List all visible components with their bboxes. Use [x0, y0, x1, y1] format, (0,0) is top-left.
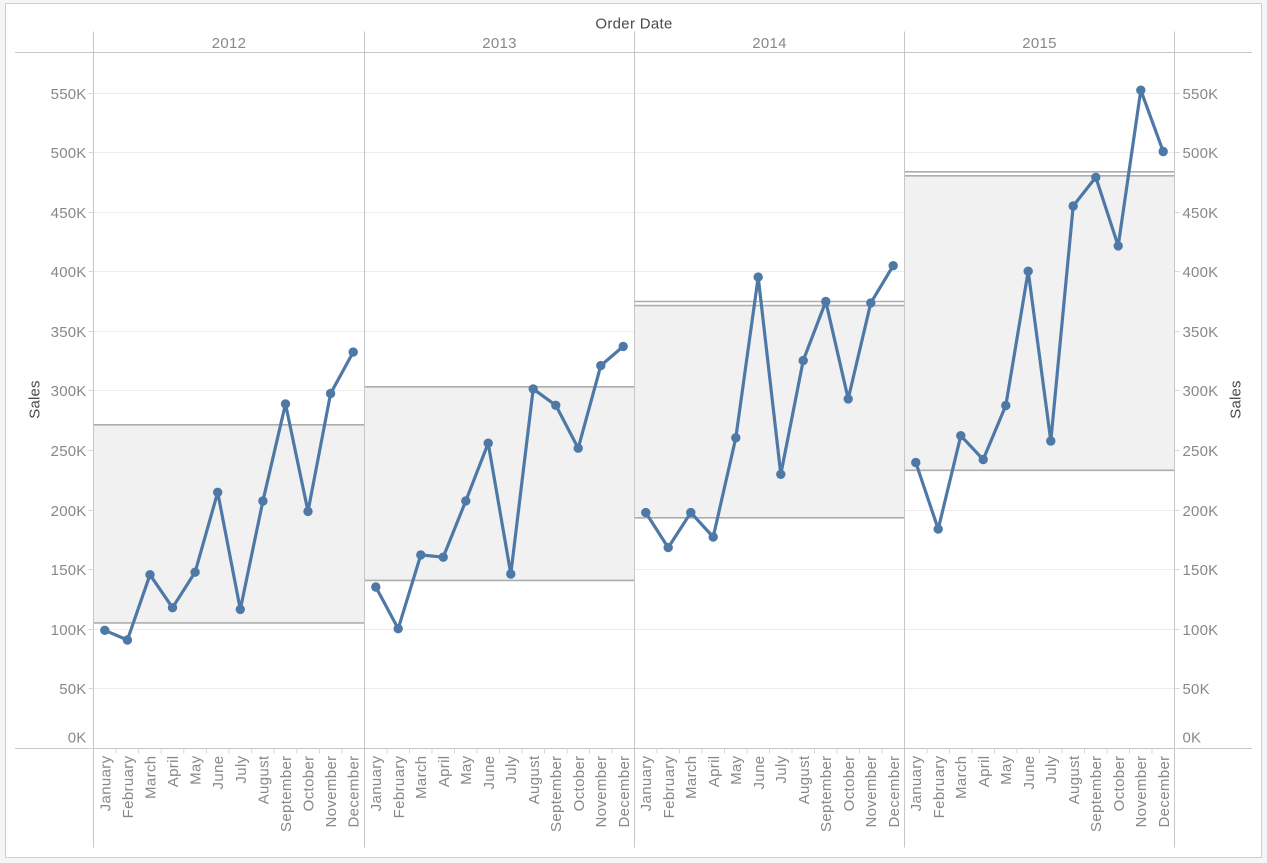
- svg-text:350K: 350K: [1183, 324, 1219, 341]
- svg-text:August: August: [255, 755, 272, 804]
- svg-text:September: September: [548, 756, 565, 833]
- svg-text:250K: 250K: [1183, 443, 1219, 460]
- svg-text:November: November: [863, 756, 880, 828]
- svg-text:August: August: [796, 755, 813, 804]
- svg-text:150K: 150K: [51, 562, 87, 579]
- svg-text:April: April: [165, 756, 182, 788]
- svg-text:100K: 100K: [1183, 622, 1219, 639]
- svg-text:500K: 500K: [1183, 145, 1219, 162]
- svg-text:October: October: [841, 756, 858, 812]
- svg-text:April: April: [436, 756, 453, 788]
- svg-text:June: June: [1021, 756, 1038, 790]
- svg-text:May: May: [728, 755, 745, 785]
- svg-text:June: June: [751, 756, 768, 790]
- svg-text:100K: 100K: [51, 622, 87, 639]
- svg-text:March: March: [953, 756, 970, 799]
- svg-text:December: December: [1156, 756, 1173, 828]
- svg-text:250K: 250K: [51, 443, 87, 460]
- svg-text:November: November: [593, 756, 610, 828]
- svg-text:450K: 450K: [1183, 205, 1219, 222]
- svg-text:2015: 2015: [1022, 35, 1057, 52]
- svg-text:March: March: [143, 756, 160, 799]
- svg-text:2012: 2012: [212, 35, 247, 52]
- svg-text:350K: 350K: [51, 324, 87, 341]
- svg-text:0K: 0K: [1183, 729, 1202, 746]
- svg-text:January: January: [908, 755, 925, 811]
- svg-text:July: July: [773, 755, 790, 783]
- svg-text:February: February: [391, 755, 408, 818]
- svg-text:400K: 400K: [51, 264, 87, 281]
- svg-text:October: October: [1111, 756, 1128, 812]
- svg-text:August: August: [1066, 755, 1083, 804]
- svg-text:December: December: [616, 756, 633, 828]
- svg-text:2013: 2013: [482, 35, 517, 52]
- svg-text:June: June: [481, 756, 498, 790]
- svg-text:Sales: Sales: [27, 380, 44, 419]
- svg-text:December: December: [346, 756, 363, 828]
- svg-text:0K: 0K: [68, 729, 87, 746]
- svg-text:November: November: [1133, 756, 1150, 828]
- svg-text:January: January: [368, 755, 385, 811]
- svg-text:200K: 200K: [1183, 503, 1219, 520]
- svg-text:July: July: [503, 755, 520, 783]
- svg-text:June: June: [210, 756, 227, 790]
- svg-text:April: April: [706, 756, 723, 788]
- svg-text:450K: 450K: [51, 205, 87, 222]
- svg-text:2014: 2014: [752, 35, 787, 52]
- svg-text:October: October: [571, 756, 588, 812]
- svg-text:February: February: [661, 755, 678, 818]
- svg-text:September: September: [1088, 756, 1105, 833]
- svg-text:December: December: [886, 756, 903, 828]
- svg-text:Sales: Sales: [1228, 380, 1245, 419]
- svg-text:February: February: [120, 755, 137, 818]
- svg-text:400K: 400K: [1183, 264, 1219, 281]
- svg-text:300K: 300K: [1183, 383, 1219, 400]
- svg-text:500K: 500K: [51, 145, 87, 162]
- svg-text:550K: 550K: [51, 86, 87, 103]
- svg-text:July: July: [1043, 755, 1060, 783]
- svg-text:May: May: [458, 755, 475, 785]
- svg-text:March: March: [413, 756, 430, 799]
- svg-text:April: April: [976, 756, 993, 788]
- svg-text:50K: 50K: [59, 681, 86, 698]
- svg-text:150K: 150K: [1183, 562, 1219, 579]
- svg-text:September: September: [818, 756, 835, 833]
- svg-text:October: October: [301, 756, 318, 812]
- svg-text:May: May: [998, 755, 1015, 785]
- svg-text:Order Date: Order Date: [595, 16, 672, 33]
- svg-text:March: March: [683, 756, 700, 799]
- svg-text:February: February: [931, 755, 948, 818]
- svg-text:November: November: [323, 756, 340, 828]
- svg-text:January: January: [638, 755, 655, 811]
- svg-text:550K: 550K: [1183, 86, 1219, 103]
- svg-text:May: May: [188, 755, 205, 785]
- svg-text:August: August: [526, 755, 543, 804]
- svg-text:300K: 300K: [51, 383, 87, 400]
- svg-text:200K: 200K: [51, 503, 87, 520]
- svg-text:January: January: [97, 755, 114, 811]
- svg-text:July: July: [233, 755, 250, 783]
- svg-text:50K: 50K: [1183, 681, 1210, 698]
- svg-text:September: September: [278, 756, 295, 833]
